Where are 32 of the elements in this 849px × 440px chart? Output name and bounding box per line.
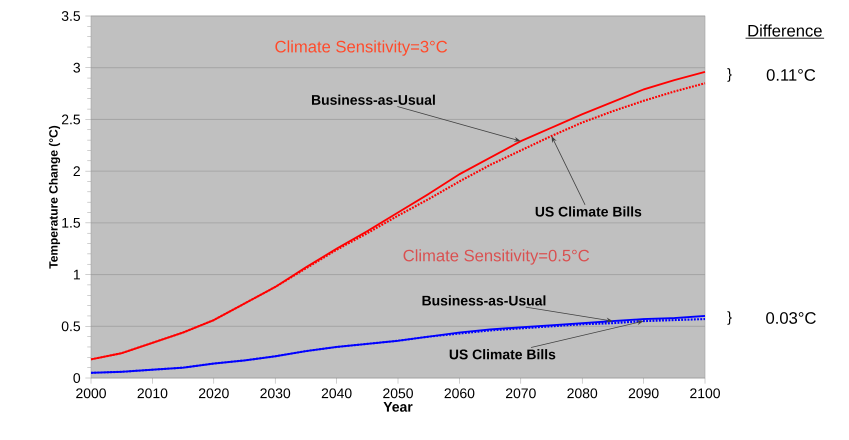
- annotation: Business-as-Usual: [312, 94, 435, 105]
- y-tick-label: 2: [74, 166, 80, 176]
- y-tick-label: 1.5: [62, 218, 80, 228]
- y-tick-label: 3: [73, 62, 80, 73]
- text: }: [727, 311, 732, 325]
- annotation: Business-as-Usual: [422, 295, 546, 306]
- x-tick-label: 2080: [567, 388, 598, 398]
- x-tick-label: 2100: [690, 388, 720, 398]
- x-tick-label: 2090: [628, 388, 659, 398]
- x-tick-label: 2040: [322, 388, 352, 398]
- x-tick-label: 2000: [76, 388, 106, 398]
- text: 0.03°C: [766, 312, 816, 324]
- y-tick-label: 3.5: [62, 11, 80, 21]
- x-tick-label: 2070: [506, 388, 536, 398]
- y-tick-label: 2.5: [62, 114, 80, 124]
- x-tick-label: 2030: [260, 388, 290, 398]
- y-tick-label: 1: [74, 270, 80, 280]
- y-tick-label: 0: [73, 373, 80, 383]
- x-tick-label: 2050: [383, 388, 413, 398]
- annotation: Climate Sensitivity=3°C: [275, 40, 448, 56]
- y-tick-label: 0.5: [62, 321, 80, 332]
- annotation: US Climate Bills: [450, 349, 556, 360]
- x-tick-label: 2020: [198, 388, 229, 398]
- x-tick-label: 2010: [138, 388, 168, 398]
- annotation: Climate Sensitivity=0.5°C: [404, 249, 590, 265]
- x-axis-title: Year: [383, 402, 413, 412]
- x-tick-label: 2060: [444, 388, 474, 398]
- text: 0.11°C: [766, 69, 816, 81]
- text: Difference: [748, 24, 822, 37]
- text: }: [727, 68, 732, 82]
- y-axis-title: Temperature Change (°C): [48, 126, 60, 269]
- annotation: US Climate Bills: [536, 206, 642, 217]
